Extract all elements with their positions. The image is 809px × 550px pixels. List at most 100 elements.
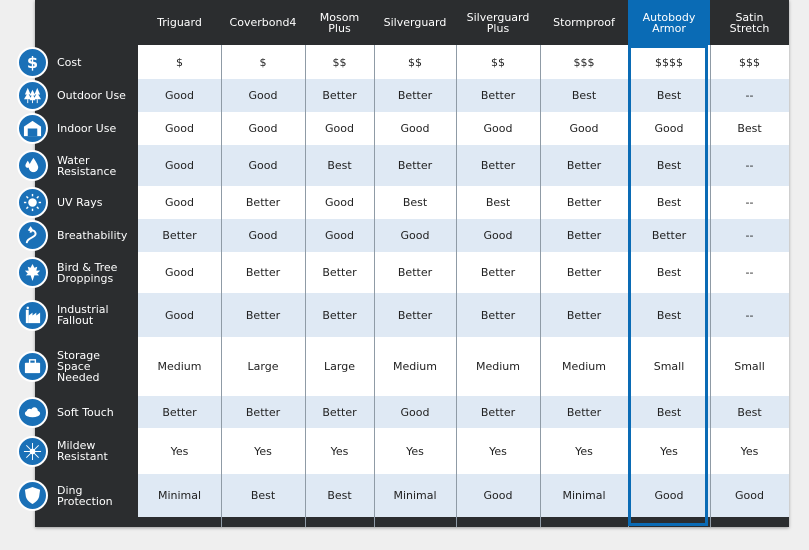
column-header-line: Stretch xyxy=(729,21,770,35)
table-cell: Best xyxy=(656,159,682,172)
table-cell: Best xyxy=(737,122,762,135)
table-cell: Minimal xyxy=(157,489,202,502)
column-divider xyxy=(221,45,222,527)
table-cell: $ xyxy=(176,55,183,69)
feature-label-line: Breathability xyxy=(57,229,128,242)
feature-label: UV Rays xyxy=(57,197,102,208)
feature-label-line: Indoor Use xyxy=(57,122,117,135)
table-cell: Better xyxy=(245,405,281,419)
table-row: $ $ $$ $$ $$ $$$ $$$$ $$$ xyxy=(138,45,789,79)
leaf-icon xyxy=(17,257,48,288)
column-divider xyxy=(374,45,375,527)
column-header: Triguard xyxy=(138,0,221,45)
table-cell: Best xyxy=(327,159,352,172)
table-cell: Good xyxy=(654,122,684,135)
column-divider xyxy=(540,45,541,527)
table-cell: Minimal xyxy=(562,489,606,502)
comparison-table: Triguard Coverbond4 Mosom Plus Silverguard Si… xyxy=(17,0,789,527)
feature-label: Cost xyxy=(57,57,81,68)
column-header-line: Silverguard xyxy=(383,16,447,29)
table-cell: Large xyxy=(247,360,279,373)
table-cell: Best xyxy=(327,489,352,502)
table-cell: Yes xyxy=(406,444,424,458)
feature-label-line: Resistant xyxy=(57,450,108,463)
feature-row-label: Industrial Fallout xyxy=(17,293,138,337)
trees-icon xyxy=(17,80,48,111)
table-cell: -- xyxy=(745,266,754,279)
table-cell: Better xyxy=(397,266,433,279)
table-cell: Good xyxy=(248,122,278,135)
column-divider xyxy=(456,45,457,527)
table-cell: Better xyxy=(480,405,516,419)
table-row: Better Good Good Good Good Better Better -- xyxy=(138,219,789,252)
table-cell: Good xyxy=(165,89,194,102)
table-cell: Better xyxy=(397,89,433,102)
feature-label-line: Space xyxy=(57,360,91,373)
table-cell: $$$ xyxy=(573,55,595,69)
shield-icon xyxy=(17,480,48,511)
table-cell: Good xyxy=(165,196,194,209)
cloud-icon xyxy=(17,396,48,428)
sun-icon xyxy=(17,187,48,218)
table-cell: $$$$ xyxy=(655,55,683,69)
table-cell: Good xyxy=(483,122,513,135)
table-cell: Better xyxy=(162,405,197,419)
table-cell: -- xyxy=(745,196,754,209)
table-cell: -- xyxy=(745,229,754,242)
feature-row-label: Mildew Resistant xyxy=(17,428,138,474)
feature-row-label: Water Resistance xyxy=(17,145,138,186)
table-body: $ $ $$ $$ $$ $$$ $$$$ $$$ Good Good Better Better Be… xyxy=(138,45,789,527)
table-cell: Small xyxy=(734,360,765,373)
table-cell: Better xyxy=(480,266,516,279)
feature-label-line: Water xyxy=(57,153,90,167)
feature-label-line: Ding xyxy=(57,483,83,497)
feature-label: Water Resistance xyxy=(57,155,116,177)
garage-icon xyxy=(17,113,48,144)
column-header: Stormproof xyxy=(540,0,628,45)
table-cell: Best xyxy=(250,489,276,502)
table-cell: Good xyxy=(165,122,194,135)
feature-label: Industrial Fallout xyxy=(57,304,109,326)
feature-row-label: $ Cost xyxy=(17,45,138,79)
feature-label-line: Storage xyxy=(57,349,101,362)
feature-row-label: Soft Touch xyxy=(17,396,138,428)
table-cell: Good xyxy=(569,122,599,135)
feature-label-line: Fallout xyxy=(57,314,94,327)
table-cell: Better xyxy=(397,308,433,322)
svg-text:$: $ xyxy=(27,53,38,72)
feature-label-line: Mildew xyxy=(57,439,96,452)
feature-label: Breathability xyxy=(57,230,127,241)
table-cell: Best xyxy=(656,405,682,419)
table-row: Good Better Better Better Better Better Best -- xyxy=(138,252,789,293)
column-header-line: Mosom xyxy=(319,10,360,24)
feature-label-line: Bird & Tree xyxy=(57,260,118,274)
table-cell: Good xyxy=(248,159,278,172)
feature-label-line: Resistance xyxy=(57,164,117,178)
column-divider xyxy=(305,45,306,527)
column-header-line: Plus xyxy=(486,21,510,35)
column-header: Silverguard xyxy=(374,0,456,45)
table-cell: -- xyxy=(745,89,754,102)
table-cell: Best xyxy=(656,266,682,279)
feature-label-line: Needed xyxy=(57,371,100,384)
feature-row-label: Outdoor Use xyxy=(17,79,138,112)
table-row: Good Better Good Best Best Better Best -- xyxy=(138,186,789,219)
feature-row-label: Ding Protection xyxy=(17,474,138,517)
table-cell: Best xyxy=(656,89,682,102)
column-divider xyxy=(628,45,629,527)
table-cell: Best xyxy=(485,196,511,209)
table-cell: Medium xyxy=(157,360,202,373)
table-cell: Best xyxy=(402,196,428,209)
table-row: Good Better Better Better Better Better Best -- xyxy=(138,293,789,337)
column-header: Mosom Plus xyxy=(305,0,374,45)
column-header-line: Autobody xyxy=(642,10,696,24)
column-header-line: Armor xyxy=(652,21,686,35)
table-cell: Medium xyxy=(393,360,437,373)
table-cell: Best xyxy=(656,308,682,322)
table-cell: -- xyxy=(745,308,754,322)
table-cell: Good xyxy=(165,159,194,172)
table-cell: Large xyxy=(324,360,355,373)
column-header: Silverguard Plus xyxy=(456,0,540,45)
table-cell: Yes xyxy=(740,444,759,458)
table-cell: Good xyxy=(325,122,354,135)
